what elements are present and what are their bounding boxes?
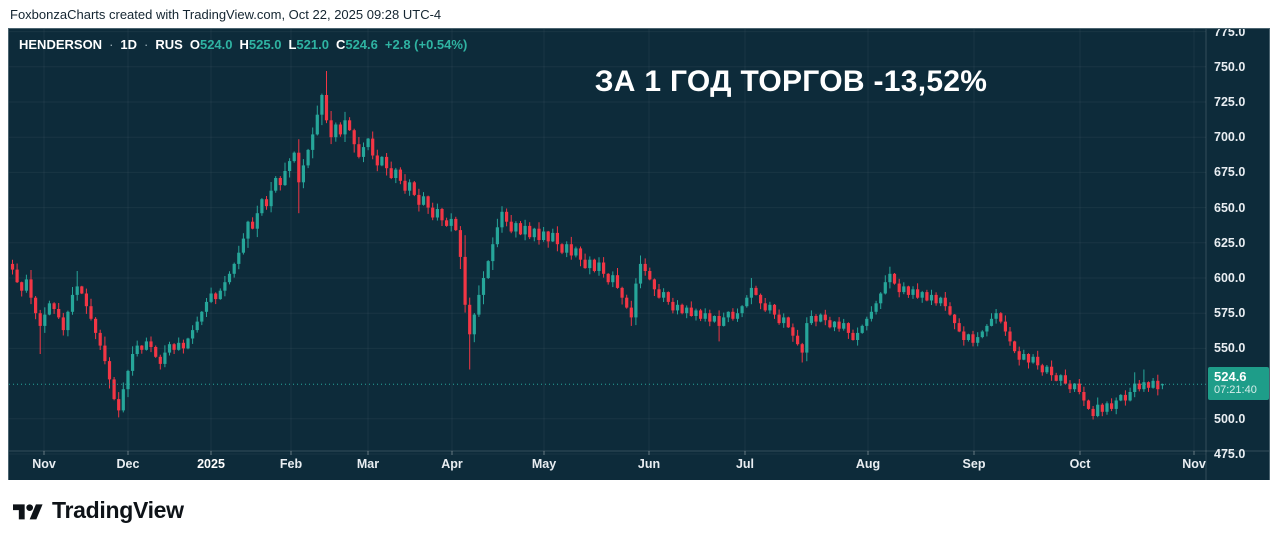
chart-canvas[interactable] (9, 29, 1269, 481)
time-tick-label: Sep (962, 457, 986, 471)
attribution-text: FoxbonzaCharts created with TradingView.… (10, 6, 442, 22)
price-tick-label: 775.0 (1214, 28, 1246, 39)
chart-panel: HENDERSON · 1D · RUS O 524.0 H 525.0 L 521.… (8, 28, 1270, 482)
time-tick-label: Oct (1069, 457, 1091, 471)
interval-label[interactable]: 1D (120, 37, 138, 52)
price-tick-label: 625.0 (1214, 235, 1246, 250)
time-tick-label: Nov (32, 457, 56, 471)
tradingview-wordmark[interactable]: TradingView (52, 497, 184, 523)
time-tick-label: Dec (116, 457, 140, 471)
price-tick-label: 650.0 (1214, 200, 1246, 215)
price-tick-label: 750.0 (1214, 59, 1246, 74)
last-price-badge: 524.6 07:21:40 (1208, 367, 1269, 401)
symbol-name[interactable]: HENDERSON (19, 37, 103, 52)
attribution-bar: FoxbonzaCharts created with TradingView.… (0, 0, 1281, 28)
legend-separator: · (144, 37, 149, 52)
time-tick-label: Jul (735, 457, 755, 471)
price-tick-label: 550.0 (1214, 341, 1246, 356)
footer: TradingView (0, 480, 1281, 541)
ohlc-low: L 521.0 (288, 37, 329, 52)
annotation-title: ЗА 1 ГОД ТОРГОВ -13,52% (594, 65, 988, 98)
legend-separator: · (109, 37, 114, 52)
time-tick-label: Feb (279, 457, 303, 471)
ohlc-close: C 524.6 (335, 37, 378, 52)
price-tick-label: 475.0 (1214, 447, 1246, 461)
market-label: RUS (155, 37, 183, 52)
price-tick-label: 700.0 (1214, 130, 1246, 145)
price-tick-label: 725.0 (1214, 95, 1246, 109)
price-tick-label: 600.0 (1214, 271, 1246, 285)
time-tick-label: Aug (855, 457, 881, 471)
ohlc-open: O 524.0 (189, 37, 233, 52)
change-label: +2.8 (+0.54%) (384, 37, 468, 52)
time-tick-label: Mar (356, 457, 380, 471)
bar-countdown: 07:21:40 (1214, 384, 1257, 397)
time-tick-label: May (531, 457, 557, 471)
time-tick-label: 2025 (197, 457, 225, 471)
price-tick-label: 675.0 (1214, 165, 1246, 180)
tradingview-logo-icon[interactable] (13, 499, 43, 523)
ohlc-high: H 525.0 (239, 37, 282, 52)
price-tick-label: 500.0 (1214, 411, 1246, 426)
symbol-legend: HENDERSON · 1D · RUS O 524.0 H 525.0 L 521.… (19, 37, 467, 52)
time-tick-label: Jun (637, 457, 661, 471)
price-tick-label: 575.0 (1214, 306, 1246, 321)
time-tick-label: Nov (1182, 457, 1206, 471)
time-tick-label: Apr (441, 457, 463, 471)
last-price-value: 524.6 (1214, 369, 1247, 385)
